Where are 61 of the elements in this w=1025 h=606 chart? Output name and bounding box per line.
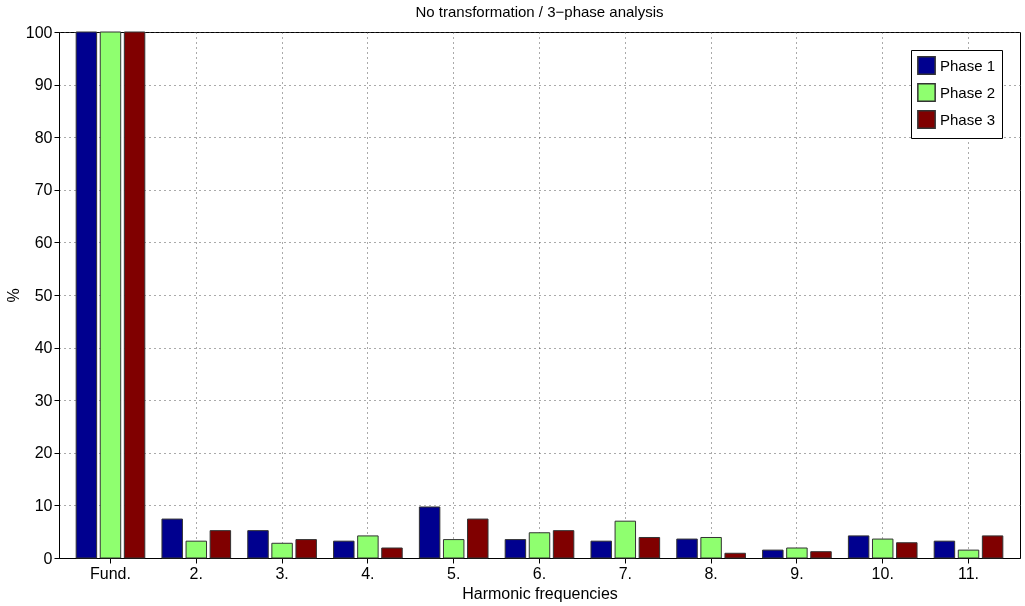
bar [247,530,269,559]
bar [209,530,232,559]
x-tick-label: Fund. [90,564,131,582]
y-tick-label: 50 [34,286,53,304]
bar [295,539,317,559]
x-tick-label: 9. [790,564,804,582]
bar [614,520,637,559]
y-tick-label: 20 [34,444,53,462]
bar [185,540,208,559]
bar [552,530,575,559]
bar [442,539,465,559]
x-tick-label: 4. [361,564,375,582]
x-tick-label: 8. [704,564,718,582]
x-tick-label: 2. [189,564,203,582]
x-tick-label: 7. [618,564,632,582]
bar [357,535,379,559]
bar [123,31,146,559]
y-axis-title: % [4,288,22,303]
y-tick-label: 90 [34,76,53,94]
legend-label: Phase 2 [940,83,996,101]
bar [933,540,956,559]
bar [504,539,527,559]
y-tick-label: 30 [34,391,53,409]
bar [418,506,441,559]
y-tick-label: 100 [25,23,53,41]
bar [957,549,980,559]
bar [762,549,784,559]
x-tick-label: 3. [275,564,289,582]
bar [161,518,183,559]
bar [333,540,355,559]
bar [786,547,808,559]
bar [75,31,98,559]
bar [99,31,122,559]
x-tick-label: 11. [957,564,980,582]
chart-title: No transformation / 3−phase analysis [415,3,664,20]
bar [381,547,403,559]
x-tick-label: 10. [871,564,894,582]
bar [271,542,293,559]
y-tick-label: 0 [43,549,53,567]
y-tick-label: 10 [34,496,53,514]
bar [676,538,698,559]
bar [810,551,832,559]
bar [590,540,612,559]
bar [724,552,746,559]
bar [700,536,722,559]
bar [981,535,1004,559]
bar [871,538,894,559]
x-tick-label: 6. [532,564,547,582]
y-tick-label: 60 [34,233,53,251]
y-tick-label: 40 [34,339,53,357]
bar [528,532,551,559]
bar [638,536,661,559]
y-tick-label: 70 [34,181,53,199]
bar [896,542,918,559]
y-tick-label: 80 [34,128,53,146]
x-tick-label: 5. [447,564,461,582]
bar [467,518,489,559]
legend-label: Phase 1 [940,56,996,74]
legend-label: Phase 3 [940,110,996,128]
x-axis-title: Harmonic frequencies [462,584,618,602]
bar [847,535,870,559]
